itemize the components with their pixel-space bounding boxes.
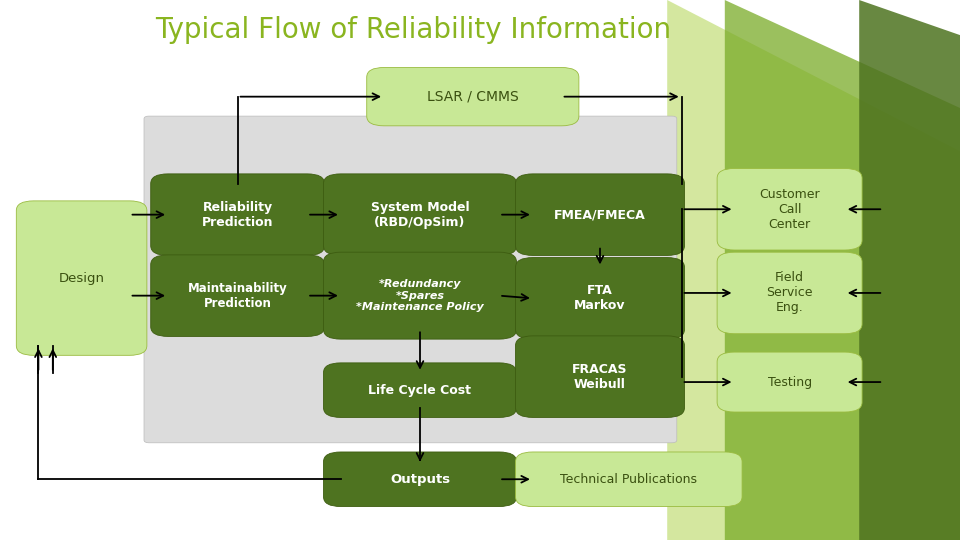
FancyBboxPatch shape xyxy=(367,68,579,126)
Polygon shape xyxy=(667,0,960,540)
Text: Life Cycle Cost: Life Cycle Cost xyxy=(369,383,471,397)
FancyBboxPatch shape xyxy=(516,452,742,507)
Text: Maintainability
Prediction: Maintainability Prediction xyxy=(188,282,287,309)
FancyBboxPatch shape xyxy=(324,452,516,507)
Text: *Redundancy
*Spares
*Maintenance Policy: *Redundancy *Spares *Maintenance Policy xyxy=(356,279,484,312)
Text: Testing: Testing xyxy=(768,375,811,389)
Text: FTA
Markov: FTA Markov xyxy=(574,285,626,312)
FancyBboxPatch shape xyxy=(16,201,147,355)
Text: System Model
(RBD/OpSim): System Model (RBD/OpSim) xyxy=(371,201,469,228)
Text: FRACAS
Weibull: FRACAS Weibull xyxy=(572,363,628,390)
FancyBboxPatch shape xyxy=(516,258,684,339)
FancyBboxPatch shape xyxy=(717,352,862,412)
FancyBboxPatch shape xyxy=(151,255,324,336)
Text: Technical Publications: Technical Publications xyxy=(561,472,697,486)
Text: FMEA/FMECA: FMEA/FMECA xyxy=(554,208,646,221)
Polygon shape xyxy=(859,0,960,540)
FancyBboxPatch shape xyxy=(151,174,324,255)
Text: Field
Service
Eng.: Field Service Eng. xyxy=(766,272,813,314)
FancyBboxPatch shape xyxy=(717,252,862,334)
FancyBboxPatch shape xyxy=(324,252,516,339)
FancyBboxPatch shape xyxy=(324,174,516,255)
Text: Typical Flow of Reliability Information: Typical Flow of Reliability Information xyxy=(155,16,671,44)
Text: Reliability
Prediction: Reliability Prediction xyxy=(202,201,274,228)
Text: Design: Design xyxy=(59,272,105,285)
FancyBboxPatch shape xyxy=(144,116,677,443)
Text: Customer
Call
Center: Customer Call Center xyxy=(759,188,820,231)
FancyBboxPatch shape xyxy=(717,168,862,250)
FancyBboxPatch shape xyxy=(516,174,684,255)
Polygon shape xyxy=(725,0,960,540)
FancyBboxPatch shape xyxy=(324,363,516,417)
Text: Outputs: Outputs xyxy=(390,472,450,486)
Text: LSAR / CMMS: LSAR / CMMS xyxy=(427,90,518,104)
FancyBboxPatch shape xyxy=(516,336,684,417)
